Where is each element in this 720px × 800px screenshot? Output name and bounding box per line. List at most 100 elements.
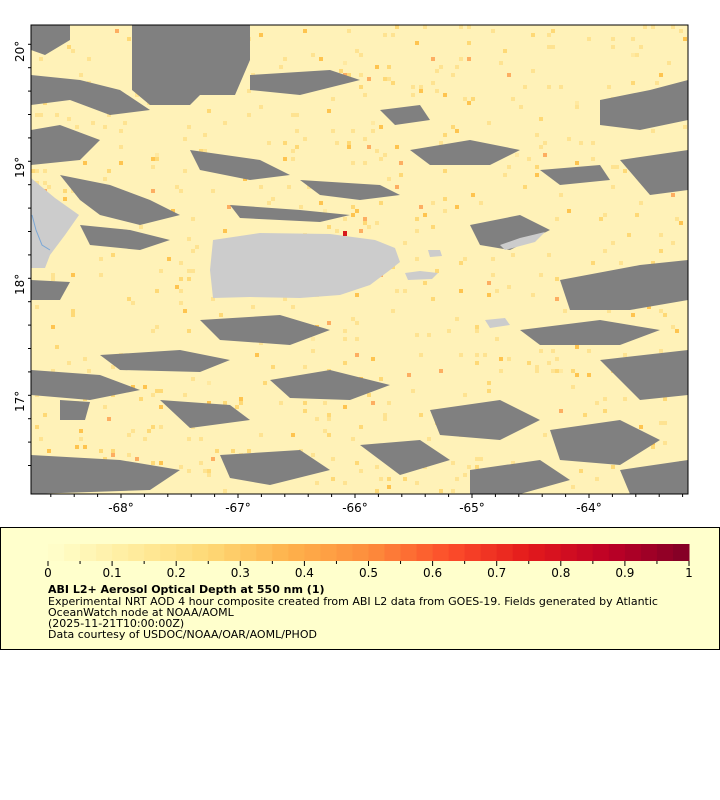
aod-pixel (567, 137, 571, 141)
aod-pixel (351, 437, 355, 441)
aod-pixel (671, 193, 675, 197)
colorbar-segment (432, 544, 450, 561)
lat-label: 18° (13, 274, 27, 295)
colorbar-segment (416, 544, 434, 561)
aod-pixel (631, 53, 635, 57)
aod-pixel (223, 401, 227, 405)
colorbar-segment (128, 544, 145, 561)
aod-pixel (359, 85, 363, 89)
colorbar-segment (528, 544, 546, 561)
aod-pixel (283, 297, 287, 301)
aod-pixel (371, 401, 375, 405)
aod-pixel (111, 365, 115, 369)
colorbar-segment (224, 544, 241, 561)
aod-pixel (659, 233, 663, 237)
aod-pixel (499, 369, 503, 373)
aod-pixel (407, 373, 411, 377)
aod-pixel (87, 369, 91, 373)
aod-pixel (247, 449, 251, 453)
aod-pixel (487, 121, 491, 125)
aod-pixel (519, 105, 523, 109)
aod-pixel (259, 33, 263, 37)
aod-pixel (623, 169, 627, 173)
aod-pixel (375, 221, 379, 225)
aod-pixel (611, 45, 615, 49)
aod-pixel (559, 409, 563, 413)
aod-pixel (135, 93, 139, 97)
aod-pixel (587, 373, 591, 377)
aod-pixel (347, 73, 351, 77)
aod-pixel (371, 121, 375, 125)
colorbar-segment (80, 544, 97, 561)
aod-pixel (103, 457, 107, 461)
aod-pixel (79, 437, 83, 441)
aod-pixel (671, 241, 675, 245)
aod-pixel (423, 213, 427, 217)
colorbar-segment (352, 544, 369, 561)
colorbar-tick-label: 0.8 (551, 566, 570, 580)
aod-pixel (147, 429, 151, 433)
aod-pixel (107, 113, 111, 117)
aod-pixel (439, 369, 443, 373)
aod-pixel (523, 85, 527, 89)
aod-pixel (639, 45, 643, 49)
aod-pixel (35, 113, 39, 117)
aod-pixel (591, 157, 595, 161)
aod-pixel (207, 381, 211, 385)
aod-pixel (483, 353, 487, 357)
aod-pixel (451, 125, 455, 129)
aod-pixel (223, 489, 227, 493)
aod-pixel (167, 257, 171, 261)
culebra-land (428, 250, 442, 257)
aod-pixel (359, 229, 363, 233)
aod-pixel (159, 461, 163, 465)
aod-pixel (475, 361, 479, 365)
aod-pixel (639, 201, 643, 205)
aod-pixel (467, 25, 471, 29)
aod-pixel (415, 41, 419, 45)
aod-pixel (315, 481, 319, 485)
aod-pixel (679, 29, 683, 33)
aod-pixel (671, 325, 675, 329)
aod-pixel (187, 237, 191, 241)
lon-label: -65° (459, 501, 485, 515)
colorbar-segment (480, 544, 498, 561)
aod-pixel (151, 461, 155, 465)
aod-pixel (39, 113, 43, 117)
aod-pixel (415, 333, 419, 337)
aod-pixel (659, 349, 663, 353)
aod-pixel (35, 425, 39, 429)
aod-pixel (207, 109, 211, 113)
aod-pixel (547, 45, 551, 49)
aod-pixel (199, 461, 203, 465)
aod-pixel (443, 93, 447, 97)
aod-pixel (83, 161, 87, 165)
aod-pixel (539, 117, 543, 121)
aod-pixel (151, 189, 155, 193)
aod-pixel (363, 221, 367, 225)
aod-pixel (363, 137, 367, 141)
aod-pixel (463, 393, 467, 397)
aod-pixel (123, 121, 127, 125)
aod-pixel (619, 261, 623, 265)
aod-pixel (71, 309, 75, 313)
aod-pixel (547, 253, 551, 257)
aod-pixel (331, 97, 335, 101)
aod-pixel (155, 157, 159, 161)
aod-pixel (251, 305, 255, 309)
puerto-rico-land (210, 233, 400, 298)
aod-pixel (395, 145, 399, 149)
aod-pixel (287, 185, 291, 189)
aod-pixel (459, 353, 463, 357)
aod-pixel (151, 165, 155, 169)
aod-pixel (191, 377, 195, 381)
colorbar-tick-label: 1 (685, 566, 693, 580)
aod-pixel (647, 305, 651, 309)
aod-pixel (111, 253, 115, 257)
aod-pixel (659, 73, 663, 77)
aod-pixel (459, 289, 463, 293)
aod-pixel (119, 129, 123, 133)
aod-pixel (203, 469, 207, 473)
aod-pixel (155, 325, 159, 329)
colorbar-tick-label: 0.2 (167, 566, 186, 580)
